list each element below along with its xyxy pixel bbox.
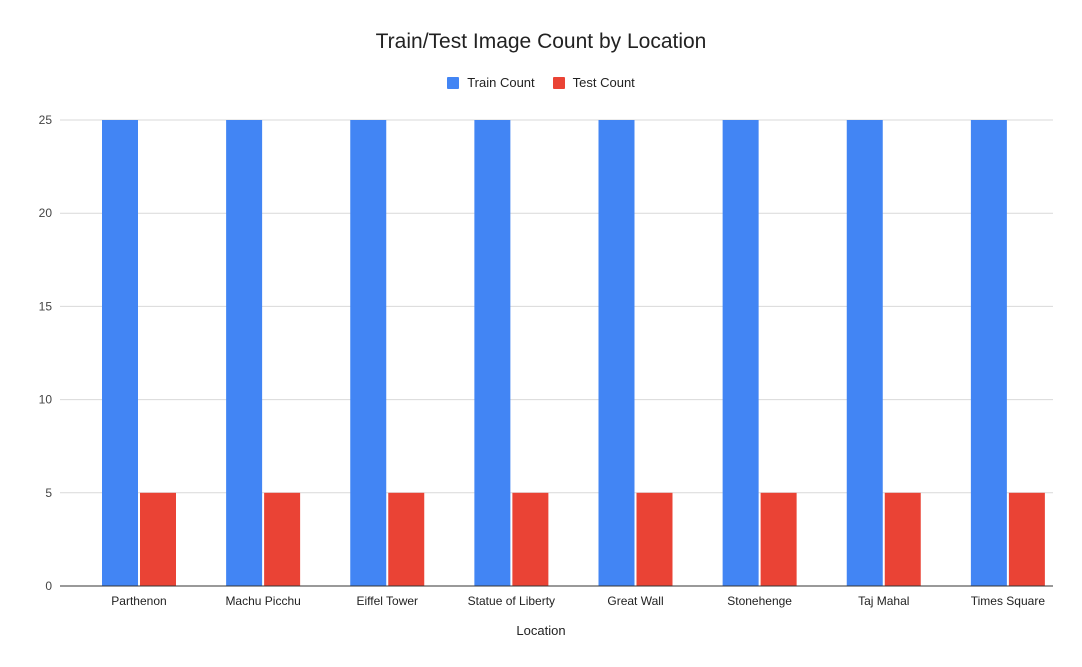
x-axis-label: Location bbox=[516, 623, 566, 638]
bar-train bbox=[970, 120, 1007, 586]
y-tick-label: 10 bbox=[39, 393, 53, 407]
legend-label-test: Test Count bbox=[572, 75, 635, 90]
legend-swatch-train bbox=[447, 76, 460, 89]
bar-test bbox=[1008, 492, 1045, 586]
bar-train bbox=[846, 120, 883, 586]
y-tick-label: 0 bbox=[45, 579, 52, 593]
bar-train bbox=[598, 120, 635, 586]
bar-test bbox=[264, 492, 301, 586]
bar-train bbox=[474, 120, 511, 586]
y-tick-label: 15 bbox=[39, 299, 53, 313]
legend-item-train[interactable]: Train Count bbox=[447, 75, 535, 90]
bar-test bbox=[636, 492, 673, 586]
bar-train bbox=[102, 120, 138, 586]
y-tick-label: 20 bbox=[39, 206, 53, 220]
legend: Train Count Test Count bbox=[0, 75, 1082, 90]
x-tick-label: Stonehenge bbox=[727, 594, 792, 608]
bar-test bbox=[388, 492, 425, 586]
bar-test bbox=[140, 492, 176, 586]
x-tick-label: Times Square bbox=[971, 594, 1046, 608]
legend-item-test[interactable]: Test Count bbox=[552, 75, 635, 90]
chart-title: Train/Test Image Count by Location bbox=[375, 30, 707, 53]
bar-test bbox=[512, 492, 549, 586]
x-tick-label: Great Wall bbox=[607, 594, 663, 608]
bar-train bbox=[226, 120, 263, 586]
y-tick-label: 25 bbox=[39, 113, 53, 127]
bar-train bbox=[350, 120, 387, 586]
legend-swatch-test bbox=[552, 76, 565, 89]
y-tick-label: 5 bbox=[45, 486, 52, 500]
bar-test bbox=[760, 492, 797, 586]
bar-train bbox=[722, 120, 759, 586]
x-tick-label: Parthenon bbox=[111, 594, 166, 608]
x-tick-label: Statue of Liberty bbox=[468, 594, 555, 608]
bar-test bbox=[884, 492, 921, 586]
legend-label-train: Train Count bbox=[467, 75, 535, 90]
x-tick-label: Eiffel Tower bbox=[356, 594, 418, 608]
x-tick-label: Taj Mahal bbox=[858, 594, 909, 608]
x-tick-label: Machu Picchu bbox=[225, 594, 300, 608]
